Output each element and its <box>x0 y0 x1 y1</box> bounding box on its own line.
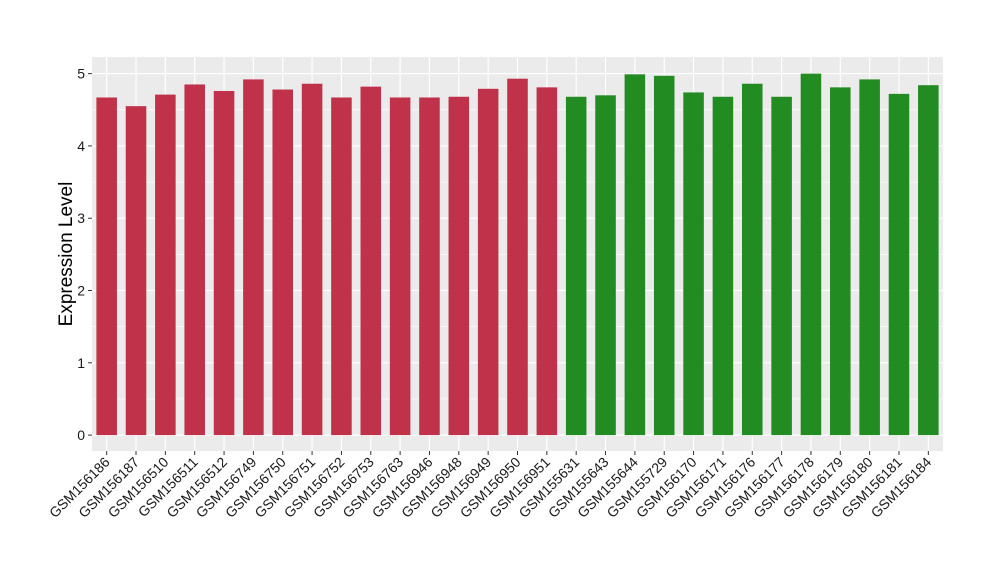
bar-gsm156186 <box>96 97 117 436</box>
y-axis-title: Expression Level <box>56 182 77 327</box>
bar-gsm156187 <box>125 106 147 436</box>
bar-gsm156181 <box>888 93 910 436</box>
bar-gsm156949 <box>477 88 499 436</box>
bar-gsm156951 <box>536 87 558 436</box>
bar-gsm156510 <box>155 94 176 436</box>
y-tick-label: 4 <box>77 138 85 154</box>
x-axis: GSM156186GSM156187GSM156510GSM156511GSM1… <box>46 451 935 521</box>
bar-gsm156752 <box>331 97 352 436</box>
bar-gsm156176 <box>741 83 763 436</box>
bar-gsm156751 <box>301 83 323 436</box>
y-tick-label: 3 <box>77 210 85 226</box>
y-tick-label: 5 <box>77 66 85 82</box>
bar-gsm155644 <box>624 74 646 436</box>
bar-gsm156179 <box>830 87 851 436</box>
bar-gsm156177 <box>771 96 792 436</box>
bar-gsm155631 <box>565 96 587 436</box>
bar-gsm156180 <box>859 79 880 436</box>
bar-gsm156511 <box>184 84 205 436</box>
y-tick-label: 0 <box>77 427 85 443</box>
bar-gsm156948 <box>448 96 470 436</box>
bar-gsm155729 <box>653 75 675 436</box>
bars <box>96 73 939 436</box>
bar-gsm155643 <box>595 95 616 436</box>
bar-gsm156950 <box>507 78 528 436</box>
y-tick-label: 2 <box>77 283 85 299</box>
bar-gsm156946 <box>419 97 440 436</box>
y-tick-label: 1 <box>77 355 85 371</box>
bar-gsm156184 <box>918 85 939 436</box>
bar-gsm156171 <box>712 96 734 436</box>
bar-gsm156763 <box>389 97 411 436</box>
bar-gsm156512 <box>213 90 235 436</box>
bar-gsm156170 <box>683 92 704 436</box>
y-axis: 0 1 2 3 4 5 <box>77 66 92 443</box>
bar-gsm156750 <box>272 89 294 436</box>
bar-gsm156749 <box>243 79 264 436</box>
bar-gsm156178 <box>800 73 822 436</box>
bar-gsm156753 <box>360 86 382 436</box>
